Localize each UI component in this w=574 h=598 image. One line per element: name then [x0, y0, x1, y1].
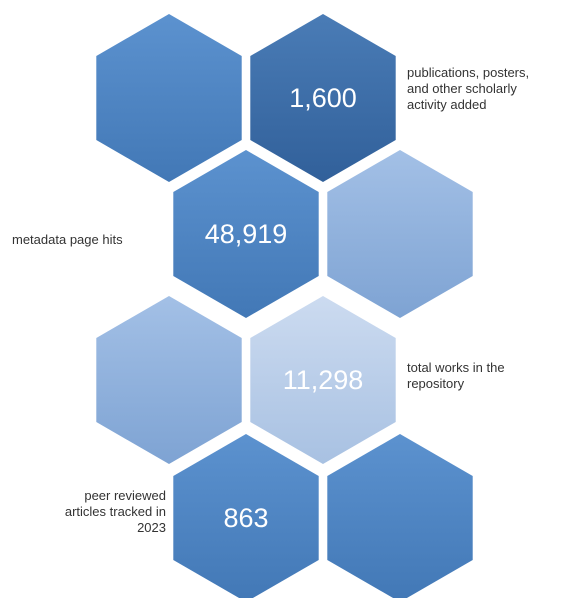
hexagon-shape: [173, 434, 319, 598]
hexagon-value: 48,919: [205, 219, 288, 249]
hexagon-shape: [96, 296, 242, 464]
publications-label-line: activity added: [407, 97, 487, 112]
hexagon-shape: [173, 150, 319, 318]
hex-row2-left: 48,919: [173, 150, 319, 318]
publications-label-line: and other scholarly: [407, 81, 517, 96]
hexagon-shape: [250, 296, 396, 464]
peer-reviewed-label-line: 2023: [137, 520, 166, 535]
hex-row4-left: 863: [173, 434, 319, 598]
peer-reviewed-label-line: peer reviewed: [84, 488, 166, 503]
hexagon-shape: [96, 14, 242, 182]
hexagon-value: 11,298: [283, 365, 364, 395]
publications-label-line: publications, posters,: [407, 65, 530, 80]
total-works-label-line: total works in the: [407, 360, 505, 375]
hexagon-value: 1,600: [289, 83, 357, 113]
hex-row1-right: 1,600: [250, 14, 396, 182]
total-works-label-line: repository: [407, 376, 465, 391]
hexagon-shape: [327, 434, 473, 598]
hex-row4-right: [327, 434, 473, 598]
hex-row2-right: [327, 150, 473, 318]
page-hits-label-line: metadata page hits: [12, 232, 123, 247]
page-hits-label: metadata page hits: [12, 232, 123, 248]
hexagon-shape: [327, 150, 473, 318]
hexagon-value: 863: [223, 503, 268, 533]
peer-reviewed-label: peer reviewed articles tracked in 2023: [20, 488, 166, 536]
hex-row1-left: [96, 14, 242, 182]
hex-row3-left: [96, 296, 242, 464]
hexagon-shape: [250, 14, 396, 182]
publications-label: publications, posters, and other scholar…: [407, 65, 529, 113]
total-works-label: total works in the repository: [407, 360, 505, 392]
peer-reviewed-label-line: articles tracked in: [64, 504, 166, 519]
hex-row3-right: 11,298: [250, 296, 396, 464]
